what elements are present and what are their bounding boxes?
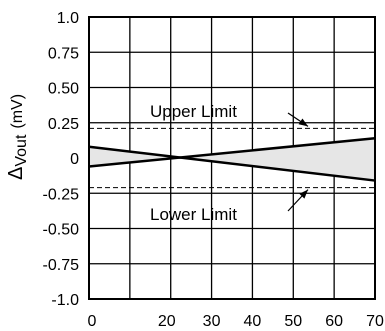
series-lines [88, 137, 376, 182]
series-line-0 [88, 145, 376, 182]
series-line-1 [88, 137, 376, 168]
annotations: Upper Limit Lower Limit [150, 102, 309, 224]
x-tick-label: 30 [203, 313, 221, 330]
x-tick-labels: 0 20 30 40 50 60 70 [88, 313, 384, 330]
y-tick-label: 0.25 [48, 116, 79, 133]
upper-limit-arrow [287, 112, 309, 127]
y-tick-label: 0.75 [48, 45, 79, 62]
y-tick-label: -0.75 [43, 257, 80, 274]
y-tick-label: -0.25 [43, 186, 80, 203]
y-tick-label: -0.50 [43, 222, 80, 239]
x-tick-label: 60 [325, 313, 343, 330]
y-tick-label: 0.50 [48, 81, 79, 98]
y-tick-label: -1.0 [51, 292, 79, 309]
y-tick-label: 1.0 [57, 10, 79, 27]
lower-limit-arrow [287, 189, 309, 212]
y-axis-label: ΔVout (mV) [5, 94, 30, 180]
plot-frame [88, 16, 376, 300]
upper-limit-label: Upper Limit [150, 102, 237, 121]
x-tick-label: 40 [244, 313, 262, 330]
fill-region [89, 138, 375, 181]
y-tick-labels: 1.0 0.75 0.50 0.25 0 -0.25 -0.50 -0.75 -1.0 [43, 10, 80, 309]
y-tick-label: 0 [70, 151, 79, 168]
x-tick-label: 0 [88, 313, 97, 330]
x-tick-label: 70 [366, 313, 384, 330]
band-fill [89, 138, 375, 181]
lower-limit-label: Lower Limit [150, 205, 237, 224]
x-tick-label: 20 [158, 313, 176, 330]
y-axis-label-delta: Δ [5, 167, 27, 180]
x-tick-label: 50 [284, 313, 302, 330]
y-axis-label-sub: Vout [13, 134, 30, 167]
y-axis-label-unit: (mV) [9, 94, 26, 129]
